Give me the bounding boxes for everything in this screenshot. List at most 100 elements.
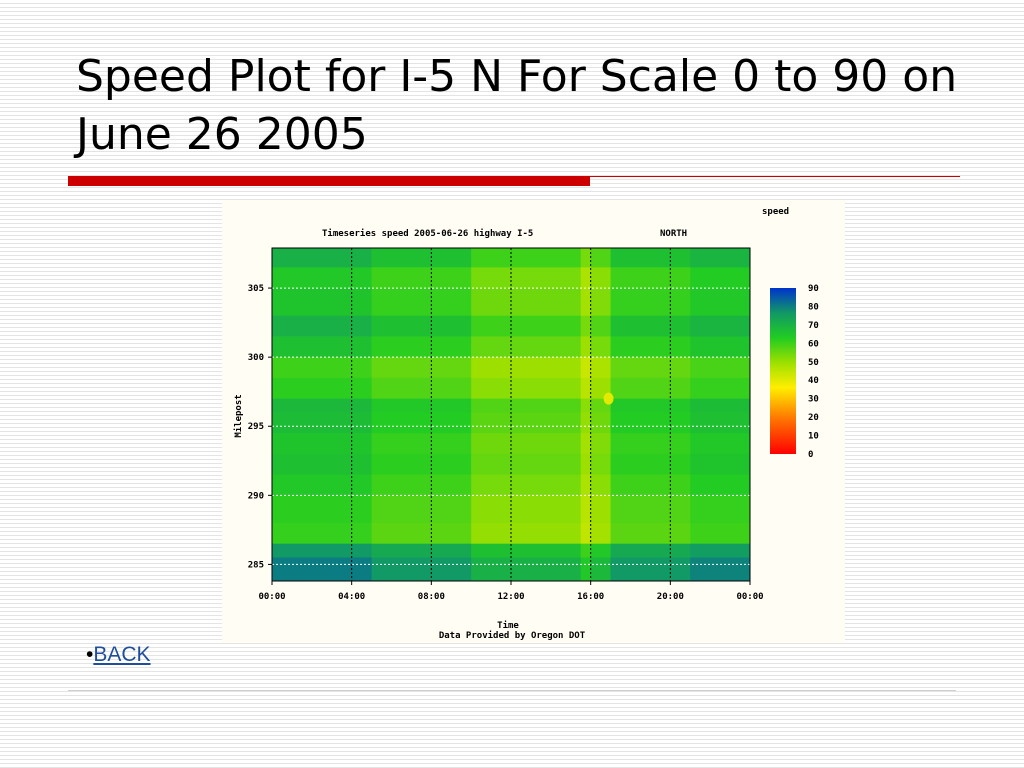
heat-cell-mp294.5-296.0-5 [371,412,472,434]
heat-cell-mp296.0-297.0-10 [471,398,582,413]
heat-cell-mp305.0-306.5-10 [471,267,582,289]
heat-cell-mp285.5-286.5-17 [610,543,691,559]
y-tick-label-285: 285 [248,560,264,570]
heat-cell-mp285.5-286.5-0 [272,543,373,559]
heat-cell-mp286.5-288.0-0 [272,522,373,545]
heat-cell-mp303.0-305.0-16 [590,288,612,317]
heat-cell-mp285.5-286.5-15p5 [580,543,592,559]
heat-cell-mp301.5-303.0-10 [471,315,582,337]
heat-cell-mp300.0-301.5-21 [690,336,751,358]
x-tick-label-6: 00:00 [736,592,763,602]
colorbar-tick-0: 0 [808,450,813,460]
heat-cell-mp300.0-301.5-17 [610,336,691,358]
colorbar-tick-30: 30 [808,395,819,405]
speed-heatmap-svg: speed Timeseries speed 2005-06-26 highwa… [233,207,819,641]
heat-cell-mp298.5-300.0-5 [371,357,472,379]
heat-cell-mp305.0-306.5-21 [690,267,751,289]
colorbar-tick-60: 60 [808,339,819,349]
heat-cell-mp303.0-305.0-17 [610,288,691,317]
heat-cell-mp296.0-297.0-5 [371,398,472,413]
colorbar-ticks: 90 80 70 60 50 40 30 20 10 0 [808,284,819,460]
bullet: • [86,643,94,666]
heat-cell-mp303.0-305.0-21 [690,288,751,317]
heat-cell-mp297.0-298.5-10 [471,377,582,400]
colorbar-tick-50: 50 [808,358,819,368]
heat-cell-mp290.0-291.5-21 [690,474,751,496]
heat-cell-mp288.0-290.0-17 [610,495,691,524]
heat-cell-mp291.5-293.0-10 [471,453,582,476]
heat-cell-mp296.0-297.0-21 [690,398,751,413]
heat-cell-mp288.0-290.0-21 [690,495,751,524]
heat-cell-mp306.5-307.9-16 [590,248,612,268]
back-link[interactable]: BACK [93,643,151,666]
colorbar-label: speed [762,207,789,217]
heat-cell-mp283.8-285.5-0 [272,557,373,582]
y-axis-label: Milepost [233,394,244,437]
heatmap-cells [272,248,751,582]
heat-cell-mp288.0-290.0-15p5 [580,495,592,524]
heat-cell-mp283.8-285.5-21 [690,557,751,582]
heat-cell-mp301.5-303.0-16 [590,315,612,337]
heat-cell-mp293.0-294.5-16 [590,433,612,455]
heat-cell-mp306.5-307.9-17 [610,248,691,268]
heat-cell-mp301.5-303.0-5 [371,315,472,337]
heat-cell-mp290.0-291.5-0 [272,474,373,496]
heat-cell-mp290.0-291.5-15p5 [580,474,592,496]
chart-direction: NORTH [660,229,687,239]
heat-cell-mp298.5-300.0-0 [272,357,373,379]
heat-cell-mp291.5-293.0-17 [610,453,691,476]
heat-cell-mp293.0-294.5-5 [371,433,472,455]
heat-cell-mp305.0-306.5-16 [590,267,612,289]
heat-cell-mp294.5-296.0-16 [590,412,612,434]
heat-cell-mp290.0-291.5-5 [371,474,472,496]
heat-cell-mp293.0-294.5-10 [471,433,582,455]
heat-cell-mp286.5-288.0-17 [610,522,691,545]
heat-cell-mp298.5-300.0-21 [690,357,751,379]
chart-title: Timeseries speed 2005-06-26 highway I-5 [322,228,533,239]
heat-cell-mp305.0-306.5-17 [610,267,691,289]
slide-title: Speed Plot for I-5 N For Scale 0 to 90 o… [76,51,958,160]
heat-cell-mp300.0-301.5-5 [371,336,472,358]
heat-cell-mp293.0-294.5-17 [610,433,691,455]
heat-cell-mp303.0-305.0-5 [371,288,472,317]
heat-cell-mp293.0-294.5-15p5 [580,433,592,455]
y-tick-label-290: 290 [248,491,264,501]
footer-rule [68,690,956,691]
heat-cell-mp291.5-293.0-16 [590,453,612,476]
heat-cell-mp305.0-306.5-5 [371,267,472,289]
heat-cell-mp301.5-303.0-15p5 [580,315,592,337]
heat-cell-mp301.5-303.0-0 [272,315,373,337]
colorbar-tick-70: 70 [808,321,819,331]
x-axis-label: Time [497,620,519,631]
speed-heatmap-figure: speed Timeseries speed 2005-06-26 highwa… [222,200,845,643]
heat-cell-mp286.5-288.0-15p5 [580,522,592,545]
heat-cell-mp294.5-296.0-21 [690,412,751,434]
heat-cell-mp283.8-285.5-15p5 [580,557,592,582]
heat-cell-mp285.5-286.5-16 [590,543,612,559]
heat-cell-mp288.0-290.0-16 [590,495,612,524]
heat-cell-mp303.0-305.0-15p5 [580,288,592,317]
back-row: •BACK [86,643,151,667]
heat-cell-mp297.0-298.5-15p5 [580,377,592,400]
heat-cell-mp286.5-288.0-21 [690,522,751,545]
heat-cell-mp286.5-288.0-16 [590,522,612,545]
heat-cell-mp288.0-290.0-10 [471,495,582,524]
heat-cell-mp298.5-300.0-15p5 [580,357,592,379]
heat-cell-mp291.5-293.0-21 [690,453,751,476]
heat-cell-mp286.5-288.0-10 [471,522,582,545]
heat-cell-mp291.5-293.0-0 [272,453,373,476]
heat-cell-mp288.0-290.0-0 [272,495,373,524]
heat-cell-mp303.0-305.0-10 [471,288,582,317]
heat-cell-mp298.5-300.0-17 [610,357,691,379]
heat-cell-mp296.0-297.0-15p5 [580,398,592,413]
y-axis-ticks: 305 300 295 290 285 [248,284,272,570]
heat-cell-mp297.0-298.5-17 [610,377,691,400]
colorbar [770,288,796,454]
heat-cell-mp301.5-303.0-21 [690,315,751,337]
data-source-credit: Data Provided by Oregon DOT [439,630,586,641]
heat-cell-mp291.5-293.0-15p5 [580,453,592,476]
heat-cell-mp283.8-285.5-5 [371,557,472,582]
heat-cell-mp301.5-303.0-17 [610,315,691,337]
heat-cell-mp293.0-294.5-21 [690,433,751,455]
chart-gridlines [272,248,750,581]
